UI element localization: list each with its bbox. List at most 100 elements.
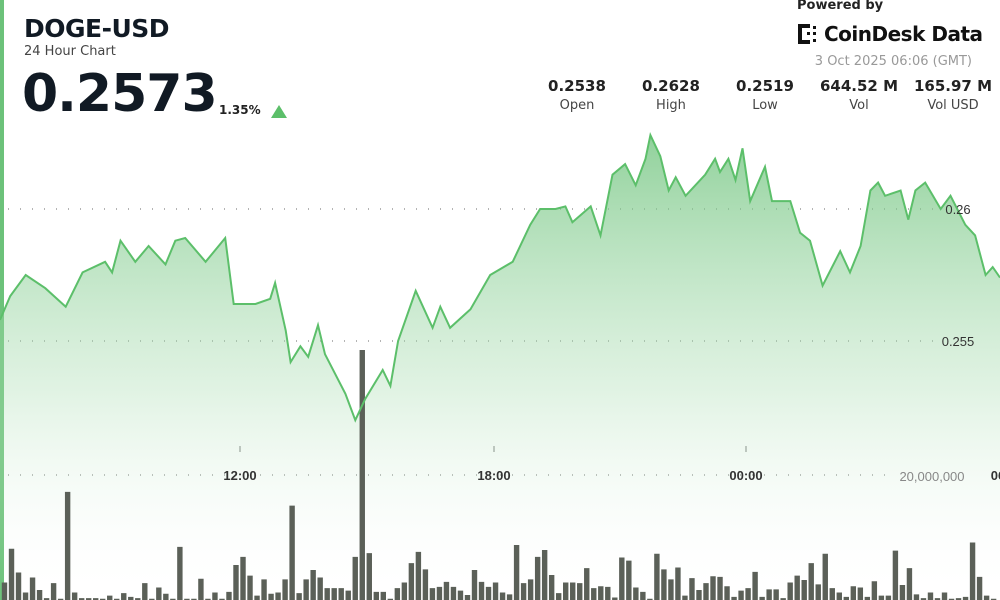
volume-bar bbox=[338, 588, 344, 600]
volume-bar bbox=[380, 591, 387, 600]
volume-bar bbox=[892, 550, 899, 600]
x-tick-label: 00:00 bbox=[729, 468, 762, 483]
volume-bar bbox=[457, 590, 464, 600]
volume-bar bbox=[15, 572, 22, 600]
volume-bar bbox=[794, 575, 800, 600]
volume-bar bbox=[268, 593, 274, 600]
triangle-up-icon bbox=[271, 105, 287, 118]
volume-bar bbox=[682, 595, 688, 600]
volume-bar bbox=[289, 505, 295, 600]
volume-bar bbox=[871, 581, 878, 600]
stat-vol: 644.52 M Vol bbox=[812, 77, 906, 113]
volume-bar bbox=[584, 568, 590, 600]
powered-by-label: Powered by bbox=[797, 0, 884, 13]
stat-open: 0.2538 Open bbox=[530, 77, 624, 113]
volume-bar bbox=[233, 565, 239, 600]
stat-label: Vol USD bbox=[927, 98, 979, 113]
volume-bar bbox=[205, 598, 211, 600]
volume-bar bbox=[254, 595, 260, 600]
volume-bar bbox=[731, 596, 737, 600]
volume-bar bbox=[499, 592, 506, 600]
stat-value: 0.2628 bbox=[642, 77, 700, 95]
x-tick-label: 06 bbox=[991, 468, 1000, 483]
volume-bar bbox=[976, 576, 983, 600]
volume-bar bbox=[191, 598, 197, 600]
volume-bar bbox=[331, 588, 337, 600]
volume-bar bbox=[219, 598, 225, 600]
stat-value: 0.2519 bbox=[736, 77, 794, 95]
volume-bar bbox=[226, 591, 232, 600]
volume-bar bbox=[815, 584, 821, 600]
volume-bar bbox=[598, 586, 604, 600]
volume-bar bbox=[345, 590, 351, 600]
volume-bar bbox=[275, 592, 281, 600]
volume-bar bbox=[570, 582, 576, 600]
volume-bar bbox=[177, 546, 183, 600]
volume-bar bbox=[71, 592, 78, 600]
volume-bar bbox=[36, 590, 43, 600]
volume-bar bbox=[626, 560, 632, 600]
volume-bar bbox=[647, 598, 653, 600]
volume-bar bbox=[808, 563, 814, 600]
brand-name: CoinDesk Data bbox=[824, 22, 983, 46]
y-tick-label: 0.255 bbox=[942, 334, 975, 349]
stat-value: 0.2538 bbox=[548, 77, 606, 95]
volume-bar bbox=[787, 582, 793, 600]
volume-bar bbox=[317, 577, 323, 600]
volume-bar bbox=[492, 582, 499, 600]
volume-bar bbox=[1, 582, 8, 600]
coindesk-logo-icon bbox=[798, 24, 816, 44]
volume-bar bbox=[415, 551, 422, 600]
volume-bar bbox=[50, 583, 57, 600]
volume-bar bbox=[969, 542, 976, 600]
volume-bar bbox=[548, 575, 555, 600]
volume-bar bbox=[506, 594, 513, 600]
stat-value: 644.52 M bbox=[819, 77, 899, 95]
volume-bar bbox=[520, 583, 527, 600]
volume-bar bbox=[247, 575, 253, 600]
volume-bar bbox=[948, 598, 955, 600]
volume-bar bbox=[955, 598, 962, 600]
volume-bar bbox=[689, 578, 695, 600]
volume-bar bbox=[745, 588, 751, 600]
volume-bar bbox=[303, 579, 309, 600]
volume-bar bbox=[541, 550, 548, 600]
volume-bar bbox=[843, 596, 849, 600]
volume-bar bbox=[352, 556, 358, 600]
stat-label: High bbox=[656, 98, 686, 113]
volume-bar bbox=[752, 571, 758, 600]
volume-bar bbox=[443, 581, 450, 600]
volume-bar bbox=[773, 589, 779, 600]
volume-bar bbox=[661, 569, 667, 600]
volume-bar bbox=[555, 593, 562, 600]
volume-bar bbox=[296, 593, 302, 600]
volume-bar bbox=[759, 596, 765, 600]
volume-bar bbox=[128, 596, 134, 600]
volume-bar bbox=[612, 597, 618, 600]
volume-bar bbox=[92, 598, 99, 600]
volume-bar bbox=[738, 590, 744, 600]
volume-bar bbox=[899, 585, 906, 600]
stat-label: Open bbox=[559, 98, 595, 113]
volume-bar bbox=[633, 587, 639, 600]
stat-high: 0.2628 High bbox=[624, 77, 718, 113]
volume-bar bbox=[703, 583, 709, 600]
volume-bar bbox=[121, 593, 127, 600]
volume-bar bbox=[829, 588, 835, 600]
volume-bar bbox=[212, 592, 218, 600]
volume-bar bbox=[436, 586, 443, 600]
stat-label: Low bbox=[752, 98, 778, 113]
volume-bar bbox=[619, 557, 625, 600]
volume-bar bbox=[198, 578, 204, 600]
volume-bar bbox=[163, 593, 169, 600]
volume-bar bbox=[563, 582, 569, 600]
volume-bar bbox=[78, 598, 85, 600]
volume-bar bbox=[29, 577, 36, 600]
stat-label: Vol bbox=[849, 98, 869, 113]
volume-bar bbox=[429, 588, 436, 600]
volume-bar bbox=[513, 545, 520, 600]
volume-bar bbox=[696, 590, 702, 600]
volume-bar bbox=[422, 569, 429, 600]
volume-bar bbox=[654, 553, 660, 600]
volume-bar bbox=[64, 491, 71, 600]
